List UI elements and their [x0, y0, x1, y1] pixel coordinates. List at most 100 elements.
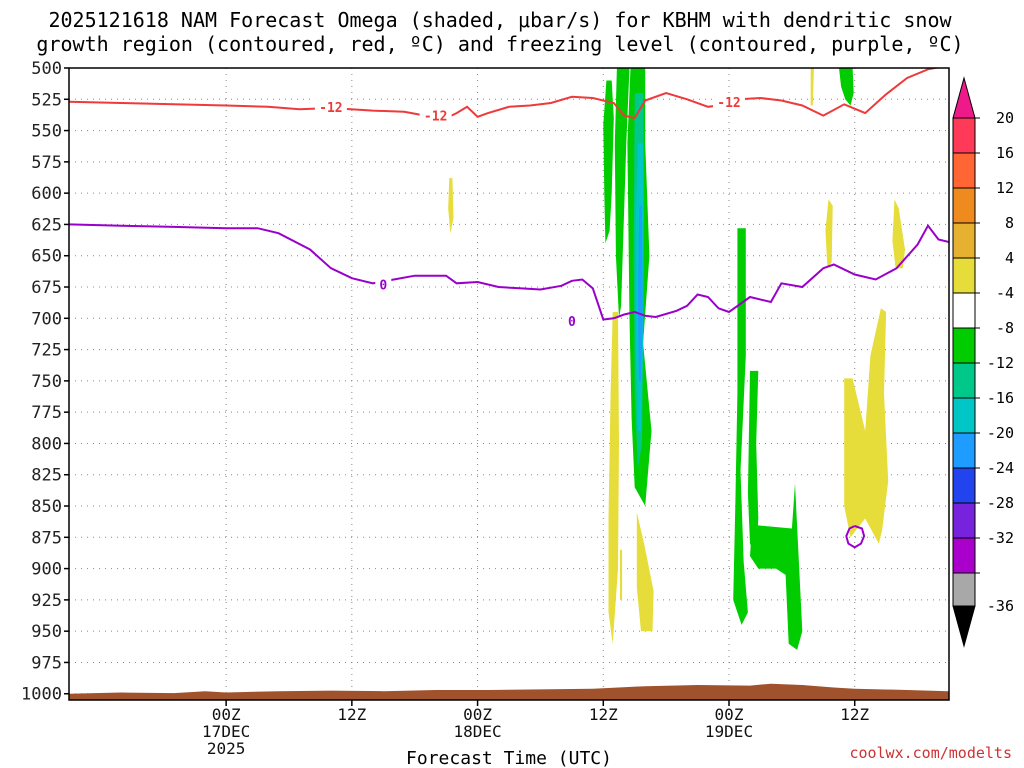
- colorbar-swatch: [952, 222, 976, 259]
- y-tick-label: 675: [31, 278, 62, 298]
- colorbar-label: -4: [996, 284, 1014, 302]
- freezing-contour-line: [69, 223, 949, 321]
- colorbar-swatch: [952, 502, 976, 539]
- colorbar-swatch: [952, 397, 976, 434]
- colorbar-label: 4: [1005, 249, 1014, 267]
- y-tick-label: 650: [31, 247, 62, 267]
- x-tick-label: 00Z: [463, 705, 492, 724]
- contour-label: -12: [319, 101, 342, 116]
- omega-shading: [448, 68, 905, 650]
- colorbar-label: -36: [987, 597, 1014, 615]
- y-tick-label: 800: [31, 434, 62, 454]
- colorbar-label: -20: [987, 424, 1014, 442]
- colorbar-swatch: [952, 117, 976, 154]
- x-tick-label: 00Z: [212, 705, 241, 724]
- y-tick-label: 600: [31, 184, 62, 204]
- colorbar-swatch: [952, 572, 976, 607]
- contour-label-bg: [375, 276, 392, 291]
- y-tick-label: 850: [31, 497, 62, 517]
- x-tick-label: 19DEC: [705, 722, 753, 741]
- x-tick-label: 17DEC: [202, 722, 250, 741]
- colorbar-swatch: [952, 327, 976, 364]
- colorbar-swatch: [952, 537, 976, 574]
- plot-area: -12 -12 -12 0 0 500 525 550 575 600 625 650 675 700 7…: [21, 59, 950, 758]
- omega-region: [825, 199, 833, 269]
- x-tick-label: 00Z: [715, 705, 744, 724]
- colorbar-swatch: [952, 432, 976, 469]
- y-axis: 500 525 550 575 600 625 650 675 700 725 750 775 800 8…: [21, 59, 69, 705]
- omega-region: [733, 228, 748, 625]
- colorbar-top-arrow: [952, 76, 976, 119]
- colorbar-swatch: [952, 292, 976, 329]
- colorbar-swatch: [952, 467, 976, 504]
- y-tick-label: 725: [31, 341, 62, 361]
- colorbar-label: 12: [996, 179, 1014, 197]
- x-tick-label: 12Z: [337, 705, 366, 724]
- omega-region: [747, 370, 759, 557]
- contour-label: -12: [424, 110, 447, 125]
- omega-region: [839, 68, 854, 106]
- omega-region: [810, 68, 814, 106]
- y-tick-label: 900: [31, 560, 62, 580]
- y-tick-label: 625: [31, 215, 62, 235]
- omega-region: [637, 205, 643, 381]
- y-tick-label: 925: [31, 591, 62, 611]
- colorbar-label: -28: [987, 494, 1014, 512]
- contour-label-bg: [563, 312, 580, 327]
- colorbar-swatch: [952, 257, 976, 294]
- x-tick-label: 18DEC: [453, 722, 501, 741]
- colorbar-label: 20: [996, 109, 1014, 127]
- colorbar-label: -32: [987, 529, 1014, 547]
- colorbar-legend: 20 16 12 8 4 -4 -8 -12 -16 -20 -24 -28 -32 -36: [952, 76, 1014, 648]
- contour-label-bg: [314, 98, 347, 113]
- x-tick-label: 12Z: [589, 705, 618, 724]
- omega-region: [844, 308, 889, 544]
- contour-label: 0: [379, 279, 387, 294]
- contour-label-bg: [713, 93, 745, 108]
- freezing-contour-closed: [845, 525, 866, 549]
- x-tick-label: 12Z: [840, 705, 869, 724]
- y-tick-label: 575: [31, 153, 62, 173]
- omega-region: [620, 549, 623, 600]
- colorbar-bottom-arrow: [952, 605, 976, 648]
- chart-title-line1: 2025121618 NAM Forecast Omega (shaded, μ…: [48, 8, 952, 32]
- terrain-ground: [69, 683, 949, 700]
- contour-label: -12: [717, 96, 740, 111]
- omega-region: [636, 512, 654, 632]
- x-tick-label: 2025: [207, 739, 246, 758]
- colorbar-label: 16: [996, 144, 1014, 162]
- omega-region: [448, 178, 454, 234]
- y-tick-label: 975: [31, 653, 62, 673]
- omega-region: [750, 483, 803, 650]
- colorbar-label: -16: [987, 389, 1014, 407]
- omega-region: [608, 312, 619, 644]
- terrain-fill: [69, 683, 949, 700]
- y-tick-label: 550: [31, 122, 62, 142]
- y-tick-label: 700: [31, 309, 62, 329]
- omega-region: [603, 80, 614, 244]
- plot-background: [69, 68, 949, 700]
- colorbar-label: -24: [987, 459, 1014, 477]
- y-tick-label: 1000: [21, 685, 62, 705]
- contour-label-bg: [419, 107, 452, 122]
- omega-region: [892, 199, 905, 269]
- credit-text: coolwx.com/modelts: [849, 744, 1012, 762]
- colorbar-swatch: [952, 152, 976, 189]
- contour-lines: -12 -12 -12 0 0: [69, 68, 949, 549]
- chart-title-line2: growth region (contoured, red, ºC) and f…: [36, 32, 963, 56]
- y-tick-label: 775: [31, 403, 62, 423]
- y-tick-label: 825: [31, 466, 62, 486]
- contour-label: 0: [568, 315, 576, 330]
- plot-frame: [68, 67, 950, 701]
- colorbar-label: -12: [987, 354, 1014, 372]
- colorbar-label: -8: [996, 319, 1014, 337]
- omega-region: [614, 68, 630, 319]
- colorbar-swatch: [952, 362, 976, 399]
- colorbar-label: 8: [1005, 214, 1014, 232]
- x-axis-title: Forecast Time (UTC): [406, 748, 612, 768]
- y-tick-label: 750: [31, 372, 62, 392]
- y-tick-label: 500: [31, 59, 62, 79]
- colorbar-swatch: [952, 187, 976, 224]
